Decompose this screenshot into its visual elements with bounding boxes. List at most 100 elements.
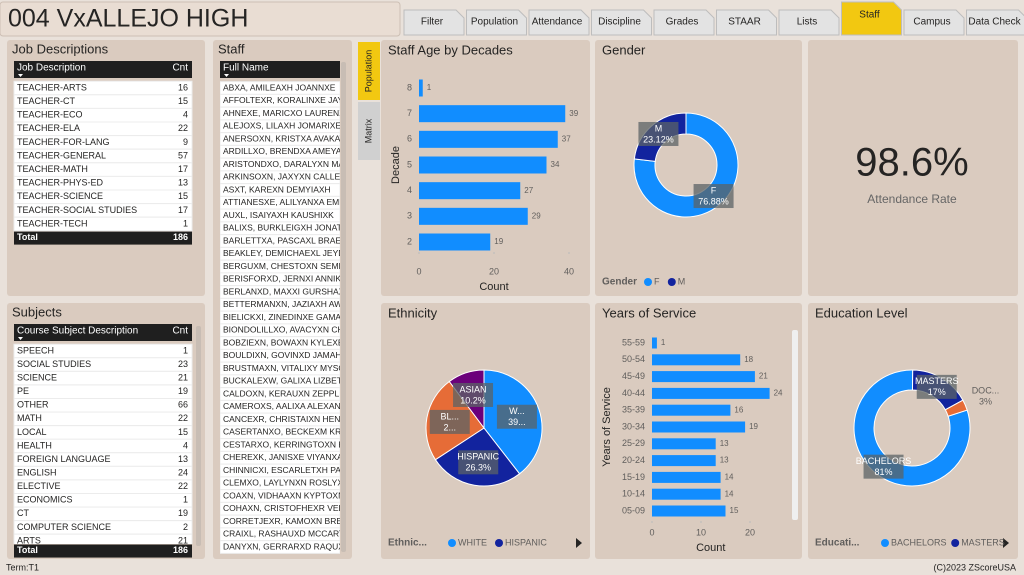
side-tab-label[interactable]: Population: [363, 50, 373, 93]
chart-title: Years of Service: [602, 305, 696, 320]
tab[interactable]: [528, 9, 590, 36]
legend-next[interactable]: [1003, 538, 1009, 548]
y-tick-label: 55-59: [622, 337, 645, 347]
cell: CESTARXO, KERRINGTOXN BRIL: [223, 439, 358, 449]
table-row: [13, 506, 193, 522]
table-total: [14, 544, 192, 558]
scrollbar[interactable]: [196, 326, 201, 546]
cell: ANERSOXN, KRISTXA AVAKATX: [223, 133, 351, 143]
y-tick-label: 15-19: [622, 472, 645, 482]
data-label: 1: [427, 83, 432, 92]
cell: PE: [17, 386, 29, 396]
y-axis-title: Decade: [390, 146, 402, 184]
total-cell: 186: [173, 545, 188, 555]
panel: [595, 40, 802, 296]
bar: [652, 371, 755, 383]
tab[interactable]: [466, 9, 527, 36]
tab[interactable]: [653, 9, 715, 36]
table-row: [13, 533, 193, 544]
y-tick-label: 05-09: [622, 505, 645, 515]
total-cell: Total: [17, 232, 38, 242]
cell: 22: [178, 123, 188, 133]
tab-label[interactable]: Population: [471, 17, 518, 28]
legend-label: BACHELORS: [891, 537, 947, 547]
tab-label[interactable]: Staff: [859, 10, 880, 21]
tab[interactable]: [903, 9, 965, 36]
table-total: [14, 231, 192, 245]
cell: 19: [178, 386, 188, 396]
side-tab-label[interactable]: Matrix: [363, 118, 373, 143]
tab-label[interactable]: Discipline: [598, 17, 641, 28]
tab-label[interactable]: Filter: [421, 17, 444, 28]
cell: 4: [183, 440, 188, 450]
tab[interactable]: [403, 9, 465, 36]
x-axis-title: Count: [696, 542, 725, 554]
data-label: 29: [532, 211, 541, 220]
cell: 4: [183, 110, 188, 120]
tab-label[interactable]: Campus: [913, 17, 950, 28]
cell: 23: [178, 359, 188, 369]
bar: [652, 404, 731, 416]
slice: [944, 399, 968, 417]
tab[interactable]: [966, 9, 1024, 36]
cell: 15: [178, 427, 188, 437]
tab[interactable]: [841, 1, 902, 36]
cell: 57: [178, 150, 188, 160]
cell: ATTIANESXE, ALILYANXA EMMI: [223, 197, 349, 207]
label-box: [429, 409, 470, 434]
data-label: 18: [744, 355, 753, 364]
data-label: 39: [569, 109, 578, 118]
slice-value: 81%: [875, 467, 893, 477]
sort-icon: [18, 337, 23, 340]
tab-label[interactable]: Data Check: [968, 17, 1021, 28]
data-label: 13: [720, 456, 729, 465]
panel-title: Staff: [218, 41, 245, 56]
cell: 22: [178, 413, 188, 423]
cell: CORRETJEXR, KAMOXN BRENTI: [223, 516, 356, 526]
legend-marker: [667, 278, 676, 286]
x-tick-label: 40: [564, 266, 574, 276]
slice-value: 39...: [508, 417, 526, 427]
legend-next[interactable]: [576, 538, 582, 548]
chart-title: Education Level: [815, 305, 908, 320]
cell: CANCEXR, CHRISTAIXN HENRR: [223, 414, 353, 424]
column-header: Cnt: [172, 326, 188, 337]
data-label: 16: [734, 405, 743, 414]
tab[interactable]: [778, 9, 840, 36]
tab-label[interactable]: Grades: [666, 17, 699, 28]
tab-label[interactable]: Attendance: [532, 17, 583, 28]
y-tick-label: 6: [407, 134, 412, 144]
label-box: [496, 404, 537, 429]
cell: COAXN, VIDHAAXN KYPTOXN: [223, 490, 344, 500]
legend-label: WHITE: [458, 537, 487, 547]
scrollbar[interactable]: [792, 330, 798, 520]
tab-label[interactable]: Lists: [797, 17, 818, 28]
bar: [419, 79, 423, 97]
cell: BOULDIXN, GOVINXD JAMAHX: [223, 350, 348, 360]
tab-label[interactable]: STAAR: [728, 17, 761, 28]
side-tab-active[interactable]: [358, 42, 380, 100]
chart-title: Gender: [602, 42, 646, 57]
cell: ARISTONDXO, DARALYXN MAR: [223, 159, 350, 169]
slice-label: W...: [509, 406, 525, 416]
data-label: 19: [749, 422, 758, 431]
tab[interactable]: [716, 9, 777, 36]
x-tick-label: 0: [649, 527, 654, 537]
bar: [652, 337, 657, 349]
tab-bar: Filter Population Attendance Discipline Grad…: [403, 1, 1024, 36]
scrollbar[interactable]: [341, 62, 346, 552]
tab[interactable]: [591, 9, 652, 36]
y-tick-label: 50-54: [622, 354, 645, 364]
cell: BEAKLEY, DEMICHAEXL JEYDA: [223, 248, 350, 258]
cell: 9: [183, 137, 188, 147]
cell: TEACHER-PHYS-ED: [17, 178, 104, 188]
cell: TEACHER-SCIENCE: [17, 191, 103, 201]
y-tick-label: 3: [407, 211, 412, 221]
y-tick-label: 30-34: [622, 421, 645, 431]
table-row: [220, 540, 340, 554]
cell: 66: [178, 400, 188, 410]
bar: [652, 471, 721, 483]
side-tab[interactable]: [358, 102, 380, 160]
